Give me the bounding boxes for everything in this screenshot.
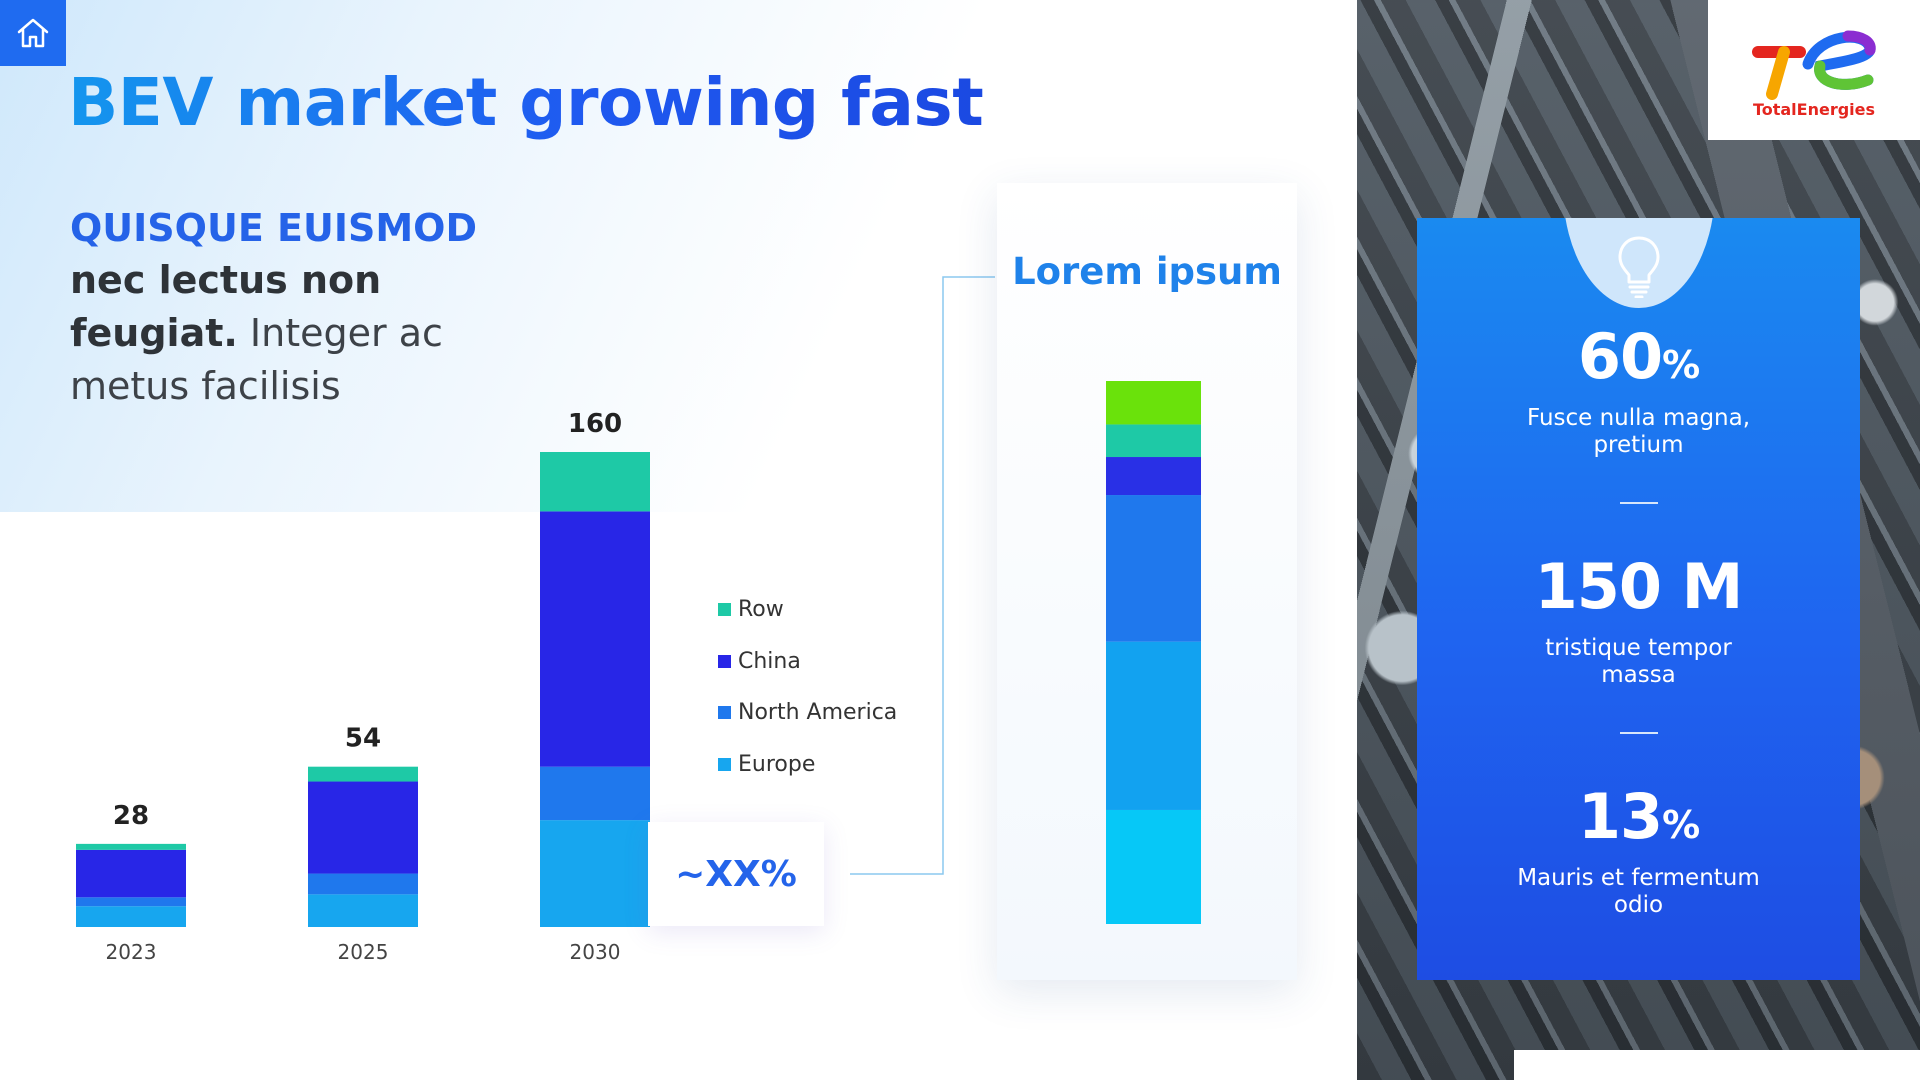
legend-swatch-europe: [718, 757, 731, 771]
x-tick-2023: 2023: [106, 940, 157, 964]
stat-divider-2: [1620, 732, 1658, 734]
stat-1: 60% Fusce nulla magna, pretium: [1417, 323, 1860, 459]
bar-segment-north-america-2030: [540, 766, 650, 821]
total-label-2030: 160: [568, 409, 622, 439]
idea-badge: [1563, 218, 1715, 308]
bar-segment-china-2030: [540, 511, 650, 767]
legend-label-row: Row: [738, 597, 784, 623]
intro-bold-text: nec lectus non feugiat.: [70, 258, 382, 355]
home-button[interactable]: [0, 0, 66, 66]
legend-label-europe: Europe: [738, 751, 816, 777]
total-label-2023: 28: [113, 801, 149, 831]
stat-1-label: Fusce nulla magna, pretium: [1526, 405, 1751, 458]
legend-item-china: China: [718, 636, 897, 688]
intro-text: QUISQUE EUISMOD nec lectus non feugiat. …: [70, 202, 477, 413]
legend-label-north-america: North America: [738, 700, 898, 726]
bev-stacked-bar-chart: 28 2023 54 2025 160 2030: [76, 409, 650, 964]
mix-segment-segment-4: [1106, 457, 1201, 496]
bar-segment-north-america-2025: [308, 873, 418, 895]
footer-tab: [1514, 1050, 1920, 1080]
legend-swatch-china: [718, 654, 731, 668]
callout-value: ~XX%: [675, 853, 797, 895]
stat-divider-1: [1620, 502, 1658, 504]
x-tick-2030: 2030: [570, 940, 621, 964]
mix-card-title: Lorem ipsum: [1012, 250, 1282, 293]
bar-segment-row-2030: [540, 452, 650, 512]
total-label-2025: 54: [345, 724, 381, 754]
bar-segment-europe-2030: [540, 820, 650, 927]
slide-title: BEV market growing fast: [68, 64, 984, 141]
mix-segment-north-america: [1106, 641, 1201, 810]
bar-segment-europe-2023: [76, 906, 186, 927]
stats-panel: 60% Fusce nulla magna, pretium 150 M tri…: [1417, 218, 1860, 980]
mix-segment-europe: [1106, 809, 1201, 924]
x-tick-2025: 2025: [338, 940, 389, 964]
legend-item-europe: Europe: [718, 739, 897, 791]
intro-regular-text: Integer ac metus facilisis: [70, 311, 443, 408]
bar-segment-china-2023: [76, 849, 186, 898]
legend-swatch-north-america: [718, 706, 731, 720]
stat-2: 150 M tristique tempor massa: [1417, 553, 1860, 689]
chart-legend: Row China North America Europe: [718, 584, 897, 790]
bar-segment-row-2025: [308, 766, 418, 782]
totalenergies-logo: [1752, 30, 1876, 100]
mix-stacked-bar: [1106, 381, 1201, 924]
stat-3-label: Mauris et fermentum odio: [1517, 865, 1760, 918]
mix-segment-row: [1106, 424, 1201, 458]
legend-item-north-america: North America: [718, 687, 897, 739]
brand-logo: TotalEnergies: [1708, 0, 1920, 140]
stat-3: 13% Mauris et fermentum odio: [1417, 783, 1860, 919]
stat-3-value: 13%: [1577, 780, 1700, 853]
legend-label-china: China: [738, 648, 801, 674]
brand-name: TotalEnergies: [1752, 100, 1876, 119]
legend-item-row: Row: [718, 584, 897, 636]
mix-card: Lorem ipsum: [997, 183, 1297, 980]
mix-segment-china: [1106, 495, 1201, 642]
legend-swatch-row: [718, 603, 731, 617]
bar-segment-row-2023: [76, 843, 186, 850]
bar-segment-europe-2025: [308, 894, 418, 927]
intro-kicker: QUISQUE EUISMOD: [70, 206, 477, 250]
lightbulb-icon: [1618, 236, 1660, 298]
stat-2-label: tristique tempor massa: [1545, 635, 1732, 688]
home-icon: [17, 18, 49, 48]
bar-segment-north-america-2023: [76, 897, 186, 907]
mix-segment-segment-6: [1106, 381, 1201, 425]
stat-1-value: 60%: [1577, 320, 1700, 393]
intro-body: nec lectus non feugiat. Integer ac metus…: [70, 254, 470, 413]
bar-segment-china-2025: [308, 781, 418, 874]
stat-2-value: 150 M: [1534, 550, 1744, 623]
share-callout: ~XX%: [648, 822, 824, 926]
